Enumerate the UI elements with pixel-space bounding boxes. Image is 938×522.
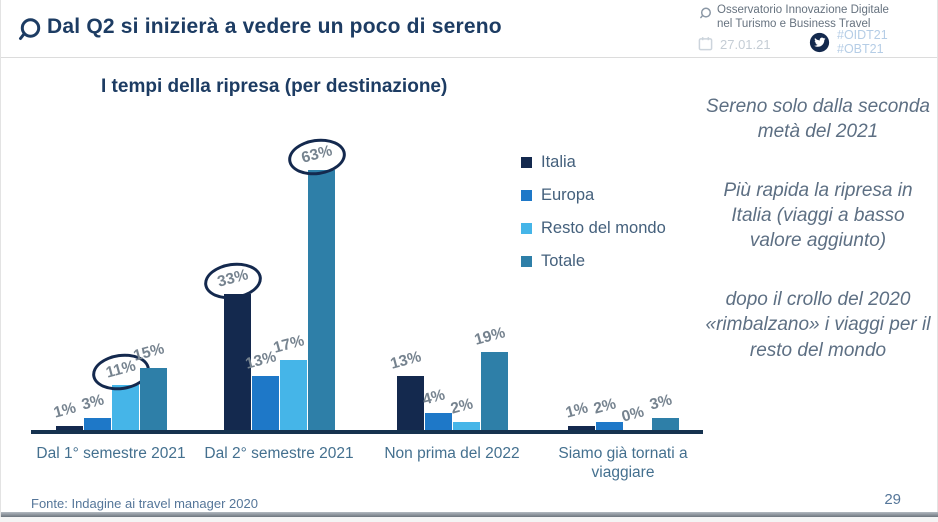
bar — [139, 368, 167, 430]
chart-legend: Italia Europa Resto del mondo Totale — [521, 153, 666, 285]
x-axis-category-label: Siamo già tornati a viaggiare — [558, 445, 688, 481]
highlight-circle — [285, 135, 349, 179]
commentary-note-3: dopo il crollo del 2020 «rimbalzano» i v… — [705, 289, 931, 361]
page-number: 29 — [884, 491, 901, 508]
legend-label: Italia — [541, 153, 576, 171]
slide-title: Dal Q2 si inizierà a vedere un poco di s… — [47, 15, 502, 38]
bar-value-label: 19% — [472, 324, 508, 349]
bar — [396, 376, 424, 430]
legend-swatch — [521, 256, 532, 267]
bar-value-label: 15% — [131, 340, 167, 365]
legend-label: Europa — [541, 186, 595, 204]
speech-bubble-icon — [699, 7, 712, 20]
chart-title: I tempi della ripresa (per destinazione) — [101, 76, 448, 97]
bar-value-label: 3% — [647, 391, 674, 414]
bar — [595, 422, 623, 430]
bar — [55, 426, 83, 430]
bar — [111, 385, 139, 430]
bar — [480, 352, 508, 430]
organization-line1: Osservatorio Innovazione Digitale — [717, 4, 889, 16]
legend-swatch — [521, 190, 532, 201]
source-note: Fonte: Indagine ai travel manager 2020 — [31, 496, 258, 511]
x-axis-category-label: Dal 1° semestre 2021 — [36, 445, 186, 462]
commentary-note-2: Più rapida la ripresa in Italia (viaggi … — [723, 180, 913, 252]
speech-bubble-logo-icon — [17, 17, 43, 42]
hashtag-obt21: #OBT21 — [837, 41, 884, 56]
organization-line2: nel Turismo e Business Travel — [717, 17, 871, 30]
bar — [307, 170, 335, 430]
bar-chart: 1% 3% 11% 15% Dal 1° semestre 2021 33% 13% 17% 6… — [1, 0, 711, 481]
commentary-panel: Sereno solo dalla seconda metà del 2021 … — [704, 94, 932, 397]
legend-item: Italia — [521, 153, 666, 172]
legend-label: Totale — [541, 252, 586, 270]
legend-label: Resto del mondo — [541, 219, 666, 237]
hashtag-oidt21: #OIDT21 — [837, 28, 888, 42]
highlight-circle — [201, 259, 265, 303]
header-meta: Osservatorio Innovazione Digitale nel Tu… — [697, 0, 931, 57]
bar — [424, 413, 452, 430]
bar — [251, 376, 279, 430]
twitter-icon — [809, 32, 830, 53]
bottom-edge-strip — [1, 512, 938, 517]
x-axis-line — [31, 430, 703, 434]
bar — [83, 418, 111, 430]
bar — [651, 418, 679, 430]
slide-header: Dal Q2 si inizierà a vedere un poco di s… — [1, 0, 937, 58]
bar — [279, 360, 307, 430]
bar — [567, 426, 595, 430]
legend-swatch — [521, 157, 532, 168]
bar — [452, 422, 480, 430]
x-axis-category-label: Dal 2° semestre 2021 — [204, 445, 354, 462]
organization-name: Osservatorio Innovazione Digitale nel Tu… — [717, 4, 929, 31]
commentary-note-1: Sereno solo dalla seconda metà del 2021 — [706, 96, 930, 143]
calendar-icon — [698, 36, 713, 51]
legend-item: Totale — [521, 252, 666, 271]
legend-item: Europa — [521, 186, 666, 205]
hashtags: #OIDT21 #OBT21 — [837, 28, 888, 56]
slide-date: 27.01.21 — [720, 37, 771, 52]
bar — [223, 294, 251, 430]
bar-value-label: 13% — [388, 348, 424, 373]
x-axis-category-label: Non prima del 2022 — [384, 445, 520, 462]
legend-swatch — [521, 223, 532, 234]
legend-item: Resto del mondo — [521, 219, 666, 238]
